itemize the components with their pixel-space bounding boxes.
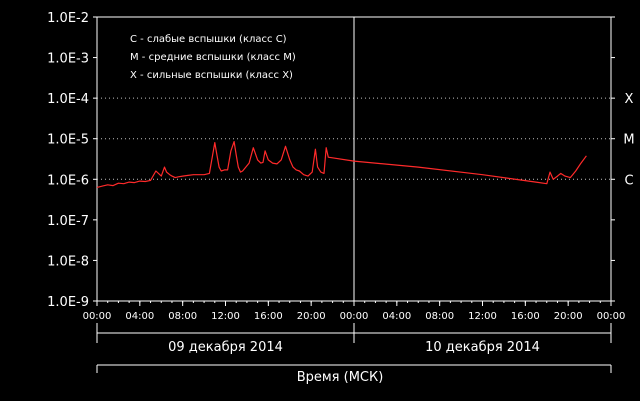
- legend-entry: M - средние вспышки (класс M): [130, 52, 296, 63]
- y-tick-label: 1.0E-7: [47, 214, 89, 229]
- legend-entry: X - сильные вспышки (класс X): [130, 70, 293, 81]
- x-axis-label: Время (МСК): [297, 370, 384, 385]
- x-tick-label: 16:00: [511, 311, 540, 322]
- flux-series-line: [96, 141, 587, 188]
- y-tick-label: 1.0E-5: [47, 133, 89, 148]
- x-tick-label: 08:00: [425, 311, 454, 322]
- x-axis: 00:00 04:00 08:00 12:00 16:00 20:00 00:00 04:00…: [83, 301, 626, 322]
- x-tick-label: 12:00: [468, 311, 497, 322]
- date-label: 09 декабря 2014: [168, 340, 283, 355]
- x-tick-label: 08:00: [168, 311, 197, 322]
- x-tick-label: 00:00: [340, 311, 369, 322]
- date-label: 10 декабря 2014: [425, 340, 540, 355]
- class-level-labels: X M C: [623, 92, 634, 188]
- series-layer: [96, 141, 587, 188]
- x-tick-label: 20:00: [297, 311, 326, 322]
- x-tick-label: 16:00: [254, 311, 283, 322]
- x-tick-label: 12:00: [211, 311, 240, 322]
- legend-entry: C - слабые вспышки (класс C): [130, 34, 287, 45]
- legend: C - слабые вспышки (класс C) M - средние …: [130, 34, 296, 81]
- y-tick-label: 1.0E-4: [47, 92, 89, 107]
- date-labels: 09 декабря 2014 10 декабря 2014: [96, 323, 612, 373]
- y-tick-label: 1.0E-8: [47, 254, 89, 269]
- x-tick-label: 04:00: [125, 311, 154, 322]
- class-level-label: X: [625, 92, 634, 107]
- x-tick-label: 00:00: [83, 311, 112, 322]
- y-tick-label: 1.0E-9: [47, 295, 89, 310]
- class-level-label: M: [623, 133, 634, 148]
- y-tick-label: 1.0E-3: [47, 52, 89, 67]
- x-tick-label: 00:00: [597, 311, 626, 322]
- class-level-label: C: [624, 173, 633, 188]
- x-tick-label: 04:00: [382, 311, 411, 322]
- y-tick-label: 1.0E-2: [47, 11, 89, 26]
- grid-layer: [97, 17, 611, 301]
- y-tick-label: 1.0E-6: [47, 173, 89, 188]
- y-axis: 1.0E-2 1.0E-3 1.0E-4 1.0E-5 1.0E-6 1.0E-7 1.0E…: [47, 11, 615, 310]
- x-tick-label: 20:00: [554, 311, 583, 322]
